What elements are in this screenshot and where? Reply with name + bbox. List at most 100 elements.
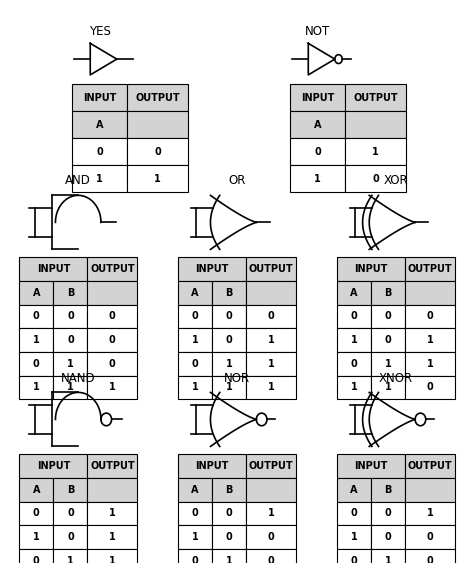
Bar (53, 328, 87, 352)
Text: 1: 1 (191, 382, 199, 392)
Text: 1: 1 (33, 335, 40, 345)
Bar (19, 478, 53, 502)
Bar (246, 502, 296, 525)
Bar (178, 478, 212, 502)
Bar (212, 525, 246, 549)
Bar (371, 376, 405, 399)
Text: XOR: XOR (383, 175, 408, 187)
Text: 1: 1 (350, 532, 357, 542)
Text: 1: 1 (372, 147, 379, 157)
Bar (290, 138, 345, 166)
Bar (72, 111, 127, 138)
Text: 0: 0 (427, 556, 433, 563)
Bar (127, 166, 189, 193)
Text: 0: 0 (33, 508, 40, 519)
Bar (127, 138, 189, 166)
Text: INPUT: INPUT (195, 264, 229, 274)
Bar (246, 281, 296, 305)
Bar (53, 478, 87, 502)
Text: 0: 0 (67, 532, 74, 542)
Text: 0: 0 (226, 335, 233, 345)
Text: 1: 1 (268, 382, 274, 392)
Text: 1: 1 (384, 556, 392, 563)
Text: 1: 1 (384, 382, 392, 392)
Text: 0: 0 (268, 556, 274, 563)
Text: 0: 0 (226, 532, 233, 542)
Text: A: A (33, 485, 40, 495)
Text: OUTPUT: OUTPUT (249, 264, 293, 274)
Text: 1: 1 (350, 335, 357, 345)
Text: 1: 1 (109, 556, 116, 563)
Bar (53, 352, 87, 376)
Bar (371, 549, 405, 563)
Bar (290, 166, 345, 193)
Text: 1: 1 (109, 382, 116, 392)
Text: INPUT: INPUT (36, 264, 70, 274)
Bar (53, 502, 87, 525)
Text: 0: 0 (372, 174, 379, 184)
Text: 1: 1 (154, 174, 161, 184)
Bar (337, 281, 371, 305)
Text: 1: 1 (67, 359, 74, 369)
Text: INPUT: INPUT (83, 93, 116, 103)
Text: A: A (314, 120, 321, 130)
Text: 0: 0 (384, 532, 392, 542)
Text: 1: 1 (96, 174, 103, 184)
Text: 0: 0 (427, 382, 433, 392)
Text: 0: 0 (191, 508, 199, 519)
Bar (19, 328, 53, 352)
Text: OR: OR (228, 175, 246, 187)
Bar (405, 525, 455, 549)
Bar (405, 352, 455, 376)
Bar (371, 525, 405, 549)
Bar (178, 525, 212, 549)
Bar (178, 328, 212, 352)
Text: NAND: NAND (61, 372, 96, 385)
Text: 0: 0 (427, 532, 433, 542)
Bar (178, 549, 212, 563)
Bar (178, 305, 212, 328)
Text: 0: 0 (350, 508, 357, 519)
Bar (87, 502, 137, 525)
Text: 0: 0 (268, 311, 274, 321)
Text: 0: 0 (268, 532, 274, 542)
Text: 1: 1 (314, 174, 321, 184)
Bar (405, 328, 455, 352)
Bar (87, 549, 137, 563)
Text: 0: 0 (314, 147, 321, 157)
Bar (19, 376, 53, 399)
Bar (212, 328, 246, 352)
Bar (19, 454, 87, 478)
Bar (178, 454, 246, 478)
Bar (246, 478, 296, 502)
Text: 0: 0 (67, 311, 74, 321)
Text: INPUT: INPUT (354, 264, 388, 274)
Text: 0: 0 (350, 311, 357, 321)
Bar (345, 166, 407, 193)
Bar (337, 257, 405, 281)
Bar (405, 478, 455, 502)
Text: 1: 1 (226, 382, 233, 392)
Text: 1: 1 (268, 335, 274, 345)
Bar (178, 257, 246, 281)
Text: NOT: NOT (305, 25, 330, 38)
Bar (127, 111, 189, 138)
Bar (337, 352, 371, 376)
Bar (246, 376, 296, 399)
Text: 1: 1 (191, 532, 199, 542)
Bar (127, 84, 189, 111)
Bar (337, 525, 371, 549)
Bar (53, 281, 87, 305)
Text: INPUT: INPUT (301, 93, 334, 103)
Bar (371, 478, 405, 502)
Text: 1: 1 (226, 359, 233, 369)
Bar (246, 549, 296, 563)
Text: 1: 1 (427, 359, 433, 369)
Text: 1: 1 (33, 382, 40, 392)
Text: 0: 0 (350, 556, 357, 563)
Bar (87, 352, 137, 376)
Bar (246, 525, 296, 549)
Text: 1: 1 (268, 359, 274, 369)
Bar (246, 305, 296, 328)
Text: 0: 0 (33, 359, 40, 369)
